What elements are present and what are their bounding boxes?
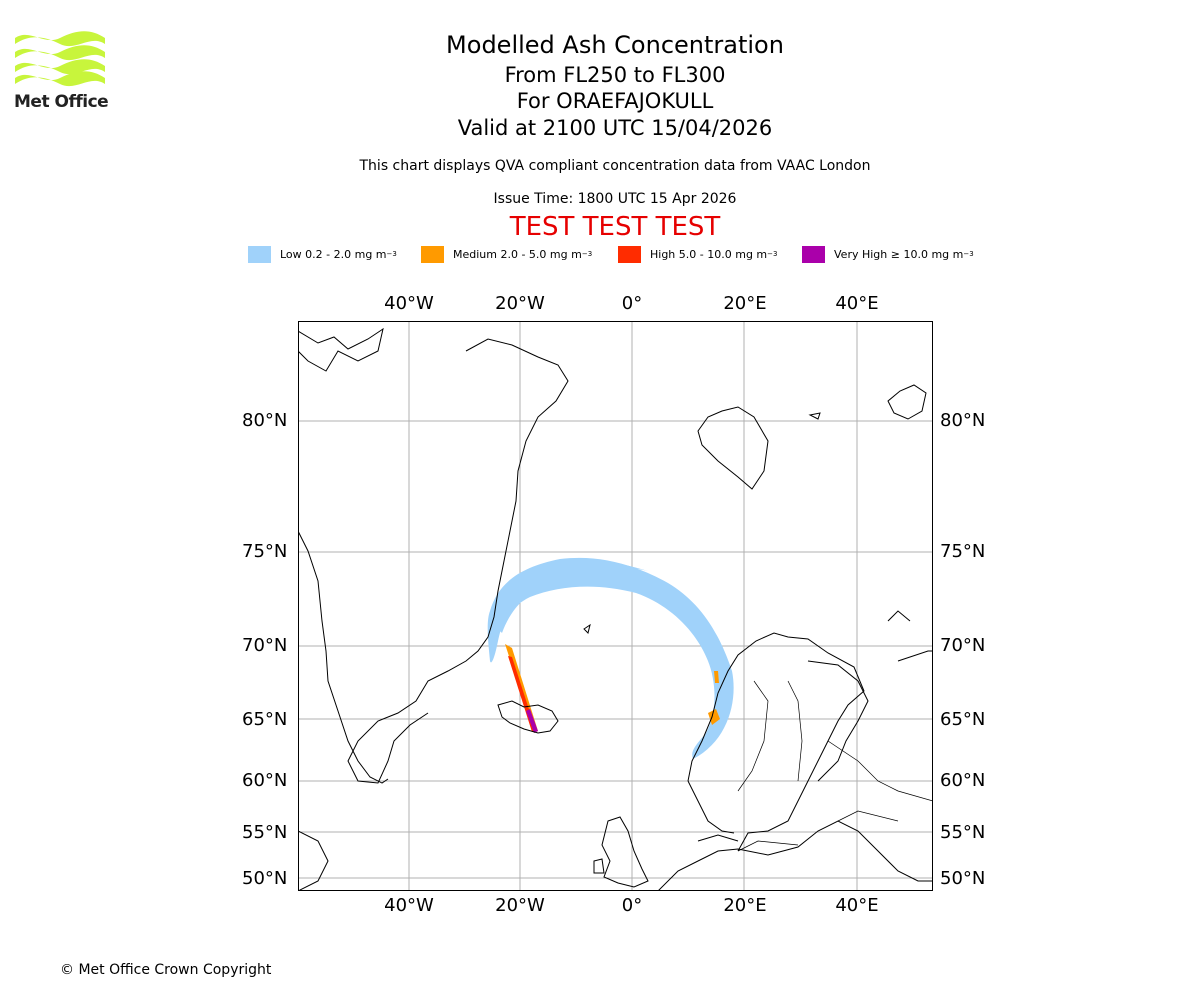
legend-very-high-label: Very High ≥ 10.0 mg m [834, 247, 964, 261]
lat-tick-left: 65°N [242, 709, 288, 730]
legend-very-high: Very High ≥ 10.0 mg m −3 [802, 245, 974, 263]
met-office-logo-icon [15, 31, 105, 87]
valid-time: Valid at 2100 UTC 15/04/2026 [457, 116, 773, 140]
lon-tick-top: 40°W [384, 293, 434, 314]
ash-map [298, 321, 933, 891]
legend-low-swatch [248, 245, 271, 263]
lat-tick-right: 65°N [940, 709, 986, 730]
legend-high-swatch [618, 245, 641, 263]
lon-tick-bottom: 0° [621, 895, 643, 916]
lon-tick-bottom: 40°E [835, 895, 879, 916]
subtitle: This chart displays QVA compliant concen… [359, 158, 871, 174]
legend-medium-label: Medium 2.0 - 5.0 mg m [453, 247, 582, 261]
lon-tick-top: 40°E [835, 293, 879, 314]
ash-medium-region-east2 [714, 671, 719, 683]
lon-tick-bottom: 40°W [384, 895, 434, 916]
legend-very-high-swatch [802, 245, 825, 263]
chart-title: Modelled Ash Concentration [446, 31, 784, 59]
ash-medium-region-east [708, 709, 720, 725]
copyright: © Met Office Crown Copyright [60, 962, 272, 978]
gridlines [298, 321, 933, 891]
volcano-name: For ORAEFAJOKULL [516, 89, 714, 113]
test-banner: TEST TEST TEST [509, 212, 721, 242]
lat-tick-left: 50°N [242, 868, 288, 889]
legend-low-label: Low 0.2 - 2.0 mg m [280, 247, 387, 261]
ash-very-high-region [526, 709, 538, 733]
lon-tick-bottom: 20°E [723, 895, 767, 916]
flight-levels: From FL250 to FL300 [504, 63, 726, 87]
lat-tick-left: 60°N [242, 770, 288, 791]
legend-high: High 5.0 - 10.0 mg m −3 [618, 245, 777, 263]
lat-tick-left: 55°N [242, 822, 288, 843]
lat-tick-right: 70°N [940, 635, 986, 656]
ash-low-region [487, 557, 734, 759]
lat-tick-right: 80°N [940, 410, 986, 431]
map-frame [298, 321, 933, 891]
uk-coast [601, 816, 649, 888]
lat-tick-left: 80°N [242, 410, 288, 431]
lat-tick-left: 70°N [242, 635, 288, 656]
legend-medium: Medium 2.0 - 5.0 mg m −3 [421, 245, 592, 263]
legend-low: Low 0.2 - 2.0 mg m −3 [248, 245, 397, 263]
borders [737, 680, 933, 852]
iceland-coast [497, 700, 559, 734]
issue-time: Issue Time: 1800 UTC 15 Apr 2026 [493, 191, 737, 207]
lon-tick-top: 0° [621, 293, 643, 314]
legend-high-label: High 5.0 - 10.0 mg m [650, 247, 768, 261]
lat-tick-left: 75°N [242, 541, 288, 562]
legend-medium-swatch [421, 245, 444, 263]
lon-tick-top: 20°W [495, 293, 545, 314]
lat-tick-right: 55°N [940, 822, 986, 843]
logo-text: Met Office [14, 92, 109, 112]
lat-tick-right: 75°N [940, 541, 986, 562]
lon-tick-bottom: 20°W [495, 895, 545, 916]
lat-tick-right: 50°N [940, 868, 986, 889]
lon-tick-top: 20°E [723, 293, 767, 314]
coastlines [298, 327, 933, 891]
ash-low-region-north [494, 562, 648, 633]
lat-tick-right: 60°N [940, 770, 986, 791]
